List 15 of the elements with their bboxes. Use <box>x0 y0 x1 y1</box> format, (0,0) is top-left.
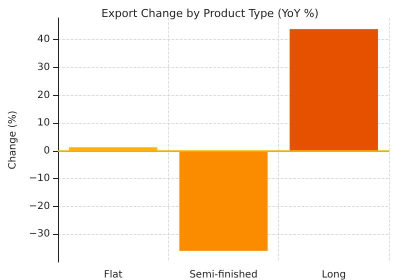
bar <box>290 29 378 151</box>
y-tick-label: 30 <box>37 62 50 73</box>
y-tick-label: 10 <box>37 118 50 129</box>
y-tick-label: 40 <box>37 34 50 46</box>
y-tick-label: 20 <box>37 90 50 101</box>
y-axis-title: Change (%) <box>8 110 18 170</box>
bar <box>179 150 268 251</box>
x-tick-label: Semi-finished <box>189 270 258 280</box>
x-tick-label: Long <box>322 270 346 280</box>
chart-title: Export Change by Product Type (YoY %) <box>101 7 319 20</box>
y-tick-label: −10 <box>28 173 50 184</box>
x-tick-label: Flat <box>104 270 123 280</box>
y-tick-label: −20 <box>28 200 50 212</box>
y-tick-label: −30 <box>28 228 50 240</box>
y-tick-label: 0 <box>44 145 50 156</box>
